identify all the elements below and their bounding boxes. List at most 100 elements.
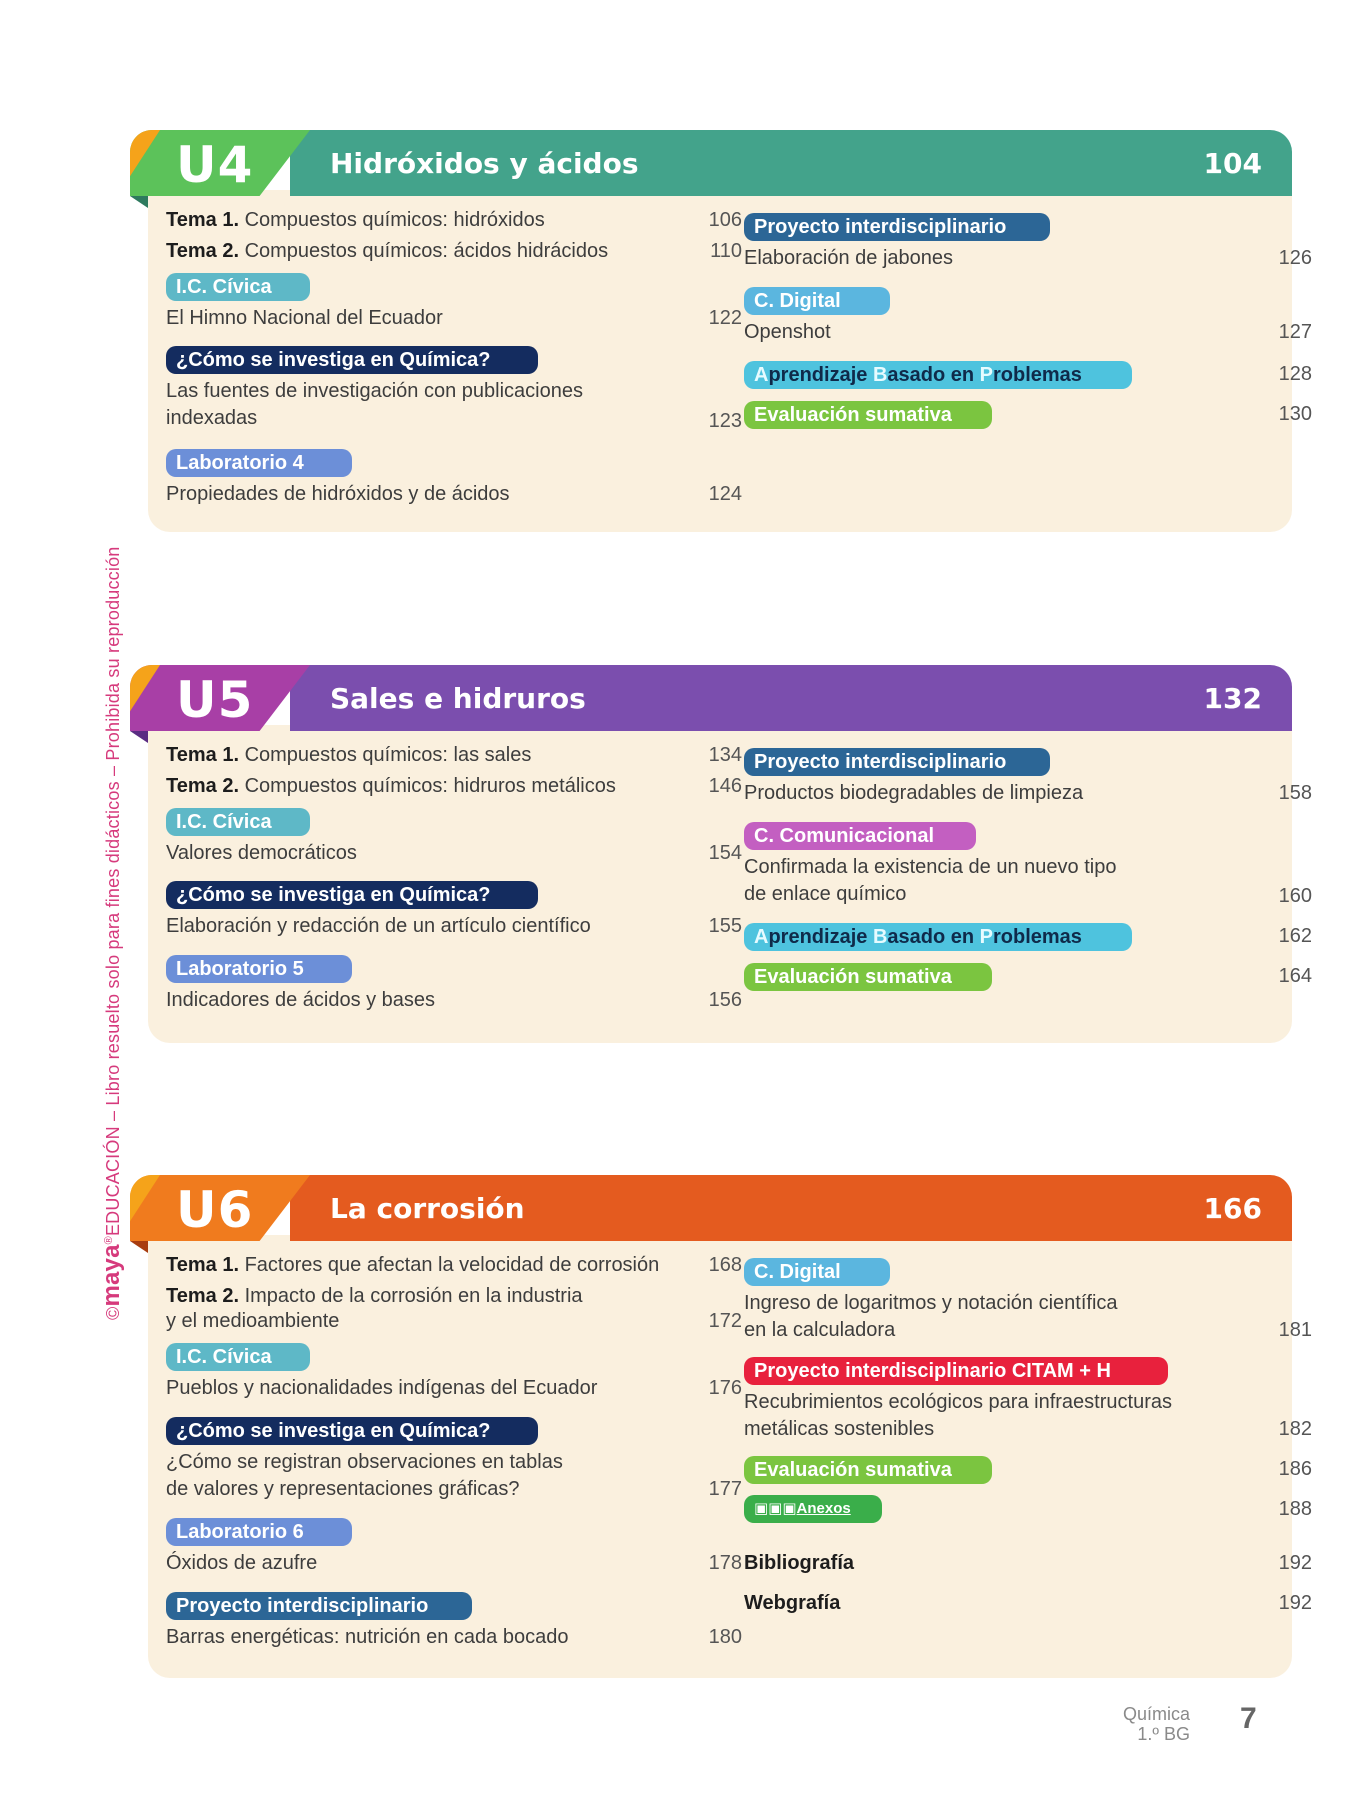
page-number: 154: [708, 842, 742, 864]
toc-item-cont[interactable]: de enlace químico: [744, 883, 907, 905]
toc-item[interactable]: Openshot: [744, 321, 831, 343]
tag-laboratorio: Laboratorio 5: [166, 955, 352, 983]
tag-proyecto-citam: Proyecto interdisciplinario CITAM + H: [744, 1357, 1168, 1385]
tag-c-comunicacional: C. Comunicacional: [744, 822, 976, 850]
tema-title: Factores que afectan la velocidad de cor…: [244, 1254, 660, 1276]
page-number: 126: [1278, 247, 1312, 269]
toc-item[interactable]: Pueblos y nacionalidades indígenas del E…: [166, 1377, 598, 1399]
toc-item-cont[interactable]: de valores y representaciones gráficas?: [166, 1478, 520, 1500]
toc-item[interactable]: Óxidos de azufre: [166, 1552, 318, 1574]
tema-label: Tema 2.: [166, 240, 239, 262]
page-number: 156: [708, 989, 742, 1011]
toc-item[interactable]: Elaboración y redacción de un artículo c…: [166, 915, 591, 937]
toc-tema-2[interactable]: Tema 2. Impacto de la corrosión en la in…: [166, 1283, 583, 1310]
toc-tema-1[interactable]: Tema 1. Factores que afectan la velocida…: [166, 1252, 659, 1279]
page-number: 130: [1278, 403, 1312, 425]
page-number: 176: [708, 1377, 742, 1399]
tag-c-digital: C. Digital: [744, 287, 890, 315]
page-number: 178: [708, 1552, 742, 1574]
toc-tema-2[interactable]: Tema 2. Compuestos químicos: ácidos hidr…: [166, 238, 608, 265]
toc-tema-1[interactable]: Tema 1. Compuestos químicos: las sales: [166, 742, 531, 769]
unit-title: La corrosión: [330, 1192, 525, 1225]
toc-item[interactable]: Indicadores de ácidos y bases: [166, 989, 436, 1011]
toc-webgrafia[interactable]: Webgrafía: [744, 1592, 841, 1614]
anexos-label: Anexos: [796, 1500, 851, 1517]
tag-investiga: ¿Cómo se investiga en Química?: [166, 346, 538, 374]
unit-5-header[interactable]: U5 Sales e hidruros 132: [130, 665, 1292, 731]
toc-item[interactable]: Valores democráticos: [166, 842, 357, 864]
toc-item[interactable]: Recubrimientos ecológicos para infraestr…: [744, 1391, 1172, 1413]
unit-6: U6 La corrosión 166 Tema 1. Factores que…: [130, 1175, 1312, 1678]
unit-title: Hidróxidos y ácidos: [330, 147, 639, 180]
page-number: 164: [1278, 965, 1312, 987]
toc-item[interactable]: El Himno Nacional del Ecuador: [166, 307, 443, 329]
footer-subject: Química 1.º BG: [1123, 1704, 1190, 1744]
toc-item[interactable]: Propiedades de hidróxidos y de ácidos: [166, 483, 510, 505]
toc-item-cont[interactable]: indexadas: [166, 407, 258, 429]
toc-item-cont[interactable]: y el medioambiente: [166, 1310, 340, 1332]
toc-tema-1[interactable]: Tema 1. Compuestos químicos: hidróxidos: [166, 207, 545, 234]
page-number: 160: [1278, 885, 1312, 907]
unit-title: Sales e hidruros: [330, 682, 586, 715]
subject-name: Química: [1122, 1704, 1190, 1724]
tag-abp[interactable]: Aprendizaje Basado en Problemas: [744, 923, 1132, 951]
page-number: 182: [1278, 1418, 1312, 1440]
copyright-symbol: ©: [103, 1306, 123, 1320]
toc-item[interactable]: Las fuentes de investigación con publica…: [166, 380, 583, 402]
page-number: 127: [1278, 321, 1312, 343]
tema-title: Compuestos químicos: hidróxidos: [244, 209, 545, 231]
toc-bibliografia[interactable]: Bibliografía: [744, 1552, 855, 1574]
toc-item[interactable]: ¿Cómo se registran observaciones en tabl…: [166, 1451, 563, 1473]
toc-item[interactable]: Elaboración de jabones: [744, 247, 954, 269]
copyright-side-text: ©maya®EDUCACIÓN – Libro resuelto solo pa…: [98, 546, 126, 1320]
unit-6-header[interactable]: U6 La corrosión 166: [130, 1175, 1292, 1241]
page-number: 172: [708, 1310, 742, 1332]
page-number: 146: [708, 775, 742, 797]
toc-item[interactable]: Productos biodegradables de limpieza: [744, 782, 1084, 804]
registered-mark: ®: [103, 1236, 115, 1245]
page-number: 192: [1278, 1552, 1312, 1574]
page-number: 186: [1278, 1458, 1312, 1480]
tag-evaluacion[interactable]: Evaluación sumativa: [744, 963, 992, 991]
toc-item[interactable]: Barras energéticas: nutrición en cada bo…: [166, 1626, 569, 1648]
toc-item[interactable]: Confirmada la existencia de un nuevo tip…: [744, 856, 1117, 878]
grade-level: 1.º BG: [1137, 1724, 1190, 1744]
tag-evaluacion[interactable]: Evaluación sumativa: [744, 1456, 992, 1484]
tag-proyecto: Proyecto interdisciplinario: [744, 748, 1050, 776]
page-number: 168: [708, 1254, 742, 1276]
books-icon: ▣▣▣: [754, 1500, 797, 1517]
tema-label: Tema 1.: [166, 744, 239, 766]
tag-laboratorio: Laboratorio 4: [166, 449, 352, 477]
toc-tema-2[interactable]: Tema 2. Compuestos químicos: hidruros me…: [166, 773, 616, 800]
copyright-notice: EDUCACIÓN – Libro resuelto solo para fin…: [103, 546, 123, 1237]
page-number: 192: [1278, 1592, 1312, 1614]
tag-abp[interactable]: Aprendizaje Basado en Problemas: [744, 361, 1132, 389]
tag-investiga: ¿Cómo se investiga en Química?: [166, 881, 538, 909]
page-number: 134: [708, 744, 742, 766]
tag-anexos[interactable]: ▣▣▣Anexos: [744, 1495, 882, 1523]
unit-page: 166: [1203, 1192, 1262, 1225]
toc-item-cont[interactable]: en la calculadora: [744, 1319, 896, 1341]
tema-label: Tema 2.: [166, 775, 239, 797]
page-number: 177: [708, 1478, 742, 1500]
page-number: 155: [708, 915, 742, 937]
toc-item-cont[interactable]: metálicas sostenibles: [744, 1418, 935, 1440]
page-number: 124: [708, 483, 742, 505]
unit-page: 104: [1203, 147, 1262, 180]
tema-label: Tema 1.: [166, 209, 239, 231]
tag-investiga: ¿Cómo se investiga en Química?: [166, 1417, 538, 1445]
page-number: 188: [1278, 1498, 1312, 1520]
unit-4-header[interactable]: U4 Hidróxidos y ácidos 104: [130, 130, 1292, 196]
tema-title: Compuestos químicos: las sales: [244, 744, 532, 766]
tema-label: Tema 1.: [166, 1254, 239, 1276]
page-number: 181: [1278, 1319, 1312, 1341]
page-number: 123: [708, 410, 742, 432]
toc-item[interactable]: Ingreso de logaritmos y notación científ…: [744, 1292, 1118, 1314]
tag-ic-civica: I.C. Cívica: [166, 273, 310, 301]
tag-evaluacion[interactable]: Evaluación sumativa: [744, 401, 992, 429]
tema-title: Compuestos químicos: hidruros metálicos: [244, 775, 616, 797]
page-number: 128: [1278, 363, 1312, 385]
page-number: 180: [708, 1626, 742, 1648]
page-number-footer: 7: [1240, 1702, 1257, 1735]
unit-page: 132: [1203, 682, 1262, 715]
